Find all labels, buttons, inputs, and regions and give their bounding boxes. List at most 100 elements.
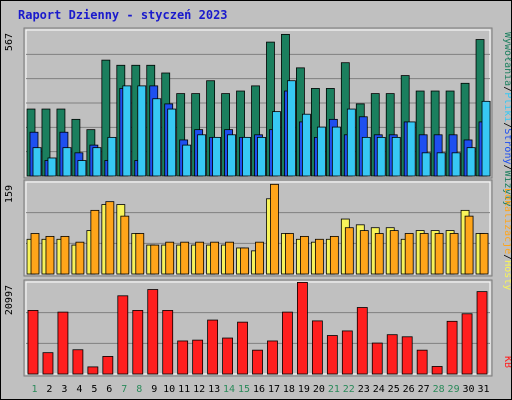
middle-panel-right-label-part: Lokalizacje [502,188,512,254]
files-bar [62,147,72,177]
locations-bar [180,241,190,275]
locations-bar [225,241,234,275]
files-bar [451,152,461,177]
locations-bar [120,215,130,275]
locations-bar [374,233,384,275]
x-tick-label: 29 [448,384,460,395]
x-tick-label: 26 [403,384,415,395]
locations-bar [210,241,220,275]
files-bar [376,136,386,177]
kb-bar [356,307,368,375]
kb-bar [326,335,338,375]
middle-panel-right-label-part: / [502,254,512,260]
top-panel-right-label-part: Strony [502,128,512,164]
kb-bar [446,320,458,375]
files-bar [137,85,147,177]
kb-bar [87,366,99,375]
files-bar [406,121,416,177]
x-tick-label: 31 [477,384,489,395]
kb-bar [177,340,189,375]
locations-bar [329,235,339,275]
kb-bar [341,330,353,375]
x-tick-label: 10 [163,384,175,395]
kb-bar [267,340,278,375]
top-panel-right-label-part: Wizyty [502,171,512,207]
locations-bar [45,235,55,275]
files-bar [242,136,251,177]
files-bar [32,147,42,177]
x-tick-label: 9 [151,384,157,395]
locations-bar [195,241,205,275]
chart-title: Raport Dzienny - styczeń 2023 [18,8,228,22]
x-tick-label: 2 [46,384,52,395]
top-panel-ymax-label: 567 [4,33,15,51]
files-bar [167,108,177,177]
files-bar [122,85,132,177]
bottom-panel-right-label: KB [502,356,512,368]
kb-bar [311,320,323,375]
top-panel-right-label-part: / [502,164,512,170]
locations-bar [449,233,459,275]
kb-bar [27,310,39,375]
top-panel-right-label-part: / [502,122,512,128]
kb-bar [72,349,84,375]
files-bar [272,111,281,177]
x-tick-label: 3 [61,384,67,395]
locations-bar [105,201,115,275]
locations-bar [255,241,264,275]
x-tick-label: 4 [76,384,82,395]
x-tick-label: 23 [358,384,370,395]
locations-bar [314,238,324,275]
files-bar [152,98,162,177]
files-bar [302,113,311,177]
locations-bar [359,230,369,275]
x-tick-label: 25 [388,384,400,395]
x-tick-label: 30 [463,384,475,395]
kb-bar [252,349,263,375]
kb-bar [386,334,398,375]
top-panel-right-label: Wywołania/Pliki/Strony/Wizyty [502,32,512,207]
kb-bar [102,356,114,375]
x-tick-label: 19 [298,384,310,395]
files-bar [182,144,192,177]
x-tick-label: 7 [121,384,127,395]
kb-bar [207,319,219,375]
locations-bar [270,183,279,275]
locations-bar [150,244,160,275]
top-panel-right-label-part: Pliki [502,92,512,122]
files-bar [212,136,222,177]
locations-bar [404,233,414,275]
x-tick-label: 27 [418,384,430,395]
top-panel-right-label-part: Wywołania [502,32,512,86]
top-panel-frame-outer [23,27,493,179]
kb-bar [401,336,413,375]
kb-bar [461,313,473,375]
files-bar [287,80,296,177]
locations-bar [419,233,429,275]
locations-bar [240,247,249,275]
middle-panel-right-label: Lokalizacje/Hosty [502,188,512,290]
bottom-panel-frame-outer [23,279,493,377]
locations-bar [30,233,40,275]
locations-bar [285,233,294,275]
kb-bar [162,310,174,375]
kb-bar [297,282,308,375]
files-bar [227,134,236,177]
x-tick-label: 8 [136,384,142,395]
files-bar [257,136,266,177]
x-tick-label: 11 [178,384,190,395]
x-tick-label: 20 [313,384,325,395]
kb-bar [371,342,383,375]
files-bar [107,136,117,177]
kb-bar [476,291,488,375]
locations-bar [389,230,399,275]
files-bar [331,126,341,177]
files-bar [421,152,431,177]
middle-panel-frame-outer [23,179,493,277]
kb-bar [42,352,54,375]
x-tick-label: 13 [208,384,220,395]
x-tick-label: 1 [31,384,37,395]
kb-bar [431,366,443,375]
